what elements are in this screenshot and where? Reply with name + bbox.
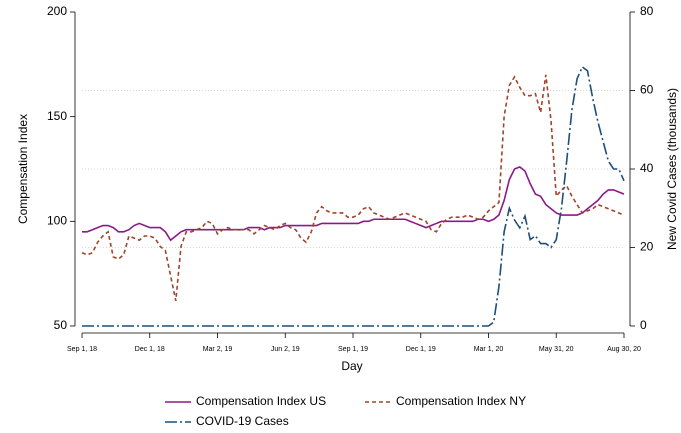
line-series	[82, 65, 625, 327]
y2-tick-label: 0	[640, 318, 647, 332]
y2-tick-label: 60	[640, 83, 654, 97]
y2-tick-label: 80	[640, 4, 654, 18]
y-tick-label: 50	[54, 318, 68, 332]
y-axis-label: Compensation Index	[16, 114, 30, 224]
x-tick-label: Mar 2, 19	[203, 346, 233, 353]
x-tick-label: Mar 1, 20	[474, 346, 504, 353]
y2-axis-label: New Covid Cases (thousands)	[665, 88, 679, 250]
y-tick-label: 150	[47, 109, 67, 123]
legend-label: COVID-19 Cases	[196, 414, 289, 428]
line-series	[81, 74, 625, 302]
x-tick-label: Jun 2, 19	[271, 346, 300, 353]
x-tick-label: Dec 1, 19	[406, 346, 436, 353]
y-tick-label: 200	[47, 4, 67, 18]
legend-label: Compensation Index NY	[396, 394, 526, 408]
legend-label: Compensation Index US	[196, 394, 326, 408]
x-tick-label: Dec 1, 18	[135, 346, 165, 353]
x-axis-label: Day	[341, 359, 362, 373]
x-tick-label: Sep 1, 19	[338, 346, 368, 353]
y2-tick-label: 40	[640, 161, 654, 175]
x-tick-label: Sep 1, 18	[67, 346, 97, 353]
y-tick-label: 100	[47, 214, 67, 228]
x-tick-label: May 31, 20	[539, 346, 574, 353]
line-series	[82, 165, 625, 242]
x-tick-label: Aug 30, 20	[607, 346, 641, 353]
y2-tick-label: 20	[640, 240, 654, 254]
